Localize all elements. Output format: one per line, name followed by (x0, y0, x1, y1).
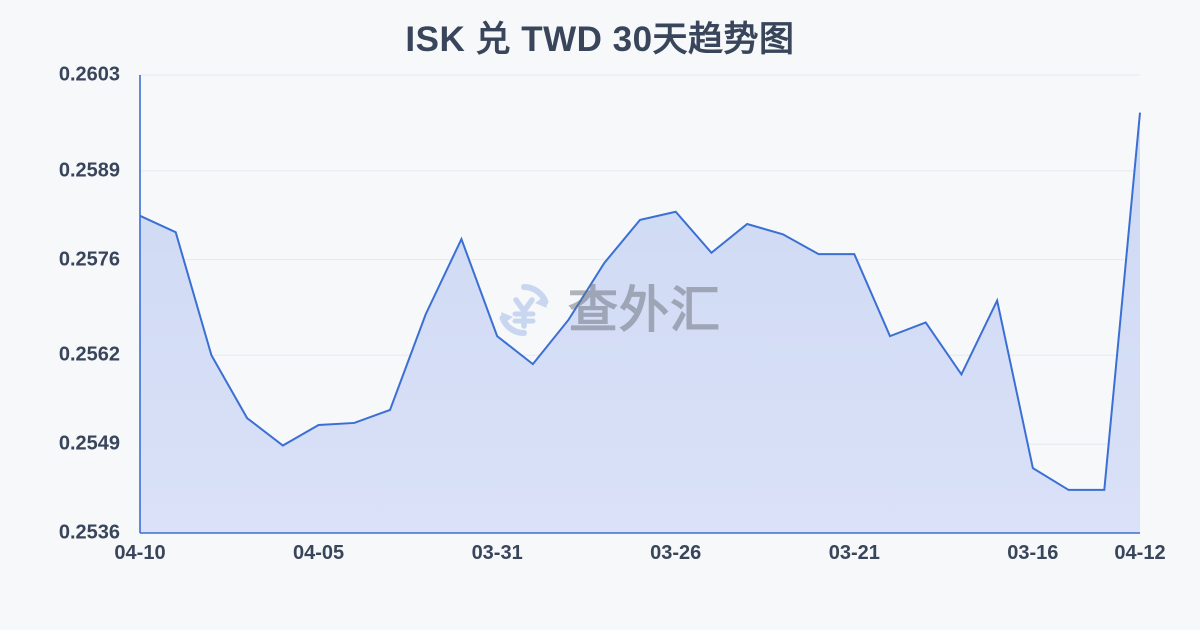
x-axis-tick-label: 04-10 (114, 542, 166, 564)
y-axis-tick-label: 0.2589 (58, 159, 120, 182)
trend-line (139, 112, 1141, 491)
x-axis-tick-label: 03-16 (1007, 542, 1059, 564)
y-axis-tick-label: 0.2603 (58, 63, 120, 86)
y-axis-tick-label: 0.2549 (58, 432, 120, 455)
x-axis-tick-label: 04-05 (292, 542, 345, 564)
y-axis-tick-label: 0.2536 (58, 521, 120, 544)
x-axis-tick-label: 04-12 (1114, 542, 1166, 564)
y-axis-tick-label: 0.2562 (58, 343, 120, 366)
area-fill (140, 112, 1140, 533)
x-axis-tick-label: 03-31 (471, 542, 523, 564)
page-title: ISK 兑 TWD 30天趋势图 (405, 20, 795, 59)
x-axis-tick-label: 03-21 (828, 542, 880, 564)
x-axis-tick-label: 03-26 (650, 542, 702, 564)
y-axis-tick-label: 0.2576 (58, 248, 120, 271)
